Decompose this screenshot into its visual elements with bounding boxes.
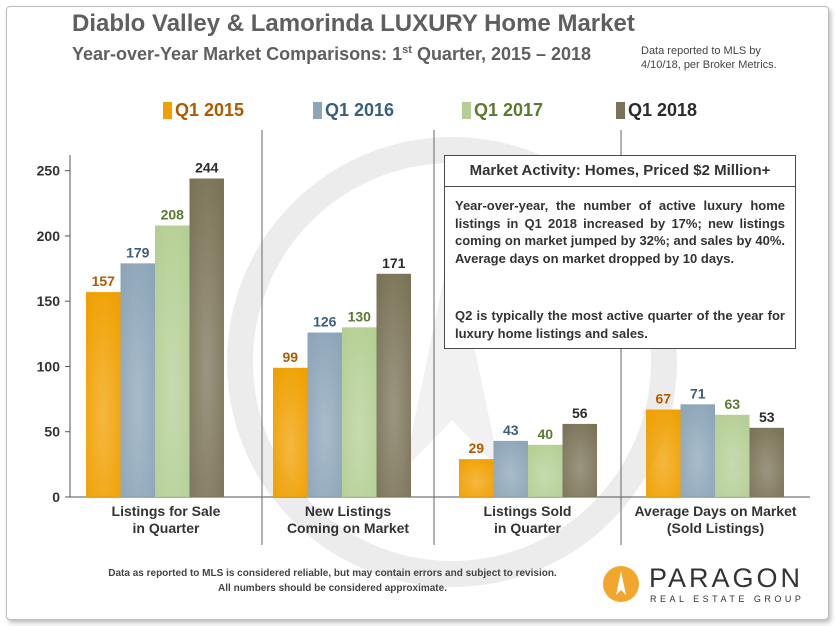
legend-swatch: [462, 102, 471, 119]
y-tick-label: 200: [37, 228, 61, 244]
bar-q1-2016-4: [680, 404, 715, 497]
bar-q1-2018-3: [562, 423, 597, 497]
legend-item-q1-2016: Q1 2016: [313, 100, 394, 121]
y-tick-label: 100: [37, 358, 61, 374]
category-label: Listings Sold: [484, 503, 572, 519]
y-tick-label: 150: [37, 293, 61, 309]
legend-label: Q1 2015: [175, 100, 245, 120]
data-label: 157: [92, 273, 116, 289]
data-label: 63: [724, 396, 740, 412]
data-label: 208: [161, 206, 185, 222]
infobox-divider: [445, 186, 795, 187]
legend-swatch: [163, 102, 172, 119]
bar-q1-2016-3: [493, 440, 528, 497]
category-label: in Quarter: [133, 520, 200, 536]
legend-label: Q1 2016: [325, 100, 395, 120]
infobox-paragraph-2: Q2 is typically the most active quarter …: [455, 308, 785, 341]
bar-q1-2017-4: [715, 414, 750, 497]
logo-name: PARAGON: [649, 563, 804, 593]
legend-item-q1-2015: Q1 2015: [163, 100, 244, 121]
data-label: 171: [382, 255, 406, 271]
chart-title: Diablo Valley & Lamorinda LUXURY Home Ma…: [72, 10, 635, 37]
bar-q1-2015-4: [646, 409, 681, 497]
subtitle-text: Year-over-Year Market Comparisons: 1: [72, 44, 403, 64]
category-label: New Listings: [305, 503, 392, 519]
bar-q1-2015-3: [459, 459, 494, 497]
y-tick-label: 250: [37, 163, 61, 179]
chart-legend: Q1 2015 Q1 2016 Q1 2017 Q1 2018: [0, 100, 835, 124]
data-label: 29: [468, 440, 484, 456]
legend-swatch: [616, 102, 625, 119]
bar-q1-2015-2: [273, 367, 308, 497]
bar-q1-2016-1: [120, 263, 155, 497]
bar-q1-2017-2: [342, 327, 377, 497]
disclaimer-line-1: Data as reported to MLS is considered re…: [108, 568, 557, 579]
bar-q1-2018-2: [376, 273, 411, 497]
subtitle-superscript: st: [402, 44, 412, 56]
data-label: 56: [572, 405, 588, 421]
category-label: Listings for Sale: [112, 503, 221, 519]
category-label: Average Days on Market: [634, 503, 796, 519]
data-label: 244: [195, 159, 219, 175]
chart-subtitle: Year-over-Year Market Comparisons: 1st Q…: [72, 44, 591, 65]
legend-item-q1-2018: Q1 2018: [616, 100, 697, 121]
legend-label: Q1 2017: [474, 100, 544, 120]
y-tick-label: 0: [52, 489, 60, 505]
legend-item-q1-2017: Q1 2017: [462, 100, 543, 121]
bar-q1-2015-1: [86, 292, 121, 497]
watermark-emblem: [404, 240, 500, 470]
data-label: 71: [690, 385, 706, 401]
data-label: 126: [313, 314, 337, 330]
paragon-logo-icon: [603, 566, 639, 602]
market-activity-box: Market Activity: Homes, Priced $2 Millio…: [444, 155, 796, 349]
bar-q1-2018-1: [189, 178, 224, 497]
category-label: in Quarter: [494, 520, 561, 536]
note-line-2: 4/10/18, per Broker Metrics.: [641, 59, 777, 71]
data-label: 99: [282, 349, 298, 365]
data-label: 40: [537, 426, 553, 442]
note-line-1: Data reported to MLS by: [641, 45, 761, 57]
disclaimer-line-2: All numbers should be considered approxi…: [218, 583, 447, 594]
bar-q1-2017-1: [155, 225, 190, 497]
data-label: 53: [759, 409, 775, 425]
bar-q1-2017-3: [528, 444, 563, 497]
y-tick-label: 50: [44, 424, 60, 440]
bar-q1-2018-4: [749, 427, 784, 497]
data-label: 43: [503, 422, 519, 438]
watermark-ring: [227, 137, 677, 587]
legend-swatch: [313, 102, 322, 119]
logo-subtitle: REAL ESTATE GROUP: [650, 594, 805, 604]
bar-q1-2016-2: [307, 332, 342, 497]
infobox-paragraph-1: Year-over-year, the number of active lux…: [455, 198, 785, 266]
category-label: (Sold Listings): [667, 520, 764, 536]
legend-label: Q1 2018: [628, 100, 698, 120]
category-label: Coming on Market: [287, 520, 409, 536]
subtitle-text-end: Quarter, 2015 – 2018: [411, 44, 592, 64]
disclaimer: Data as reported to MLS is considered re…: [80, 566, 585, 596]
data-label: 130: [348, 308, 372, 324]
data-source-note: Data reported to MLS by 4/10/18, per Bro…: [641, 44, 777, 72]
infobox-title: Market Activity: Homes, Priced $2 Millio…: [469, 162, 771, 179]
data-label: 67: [655, 391, 671, 407]
data-label: 179: [126, 244, 150, 260]
